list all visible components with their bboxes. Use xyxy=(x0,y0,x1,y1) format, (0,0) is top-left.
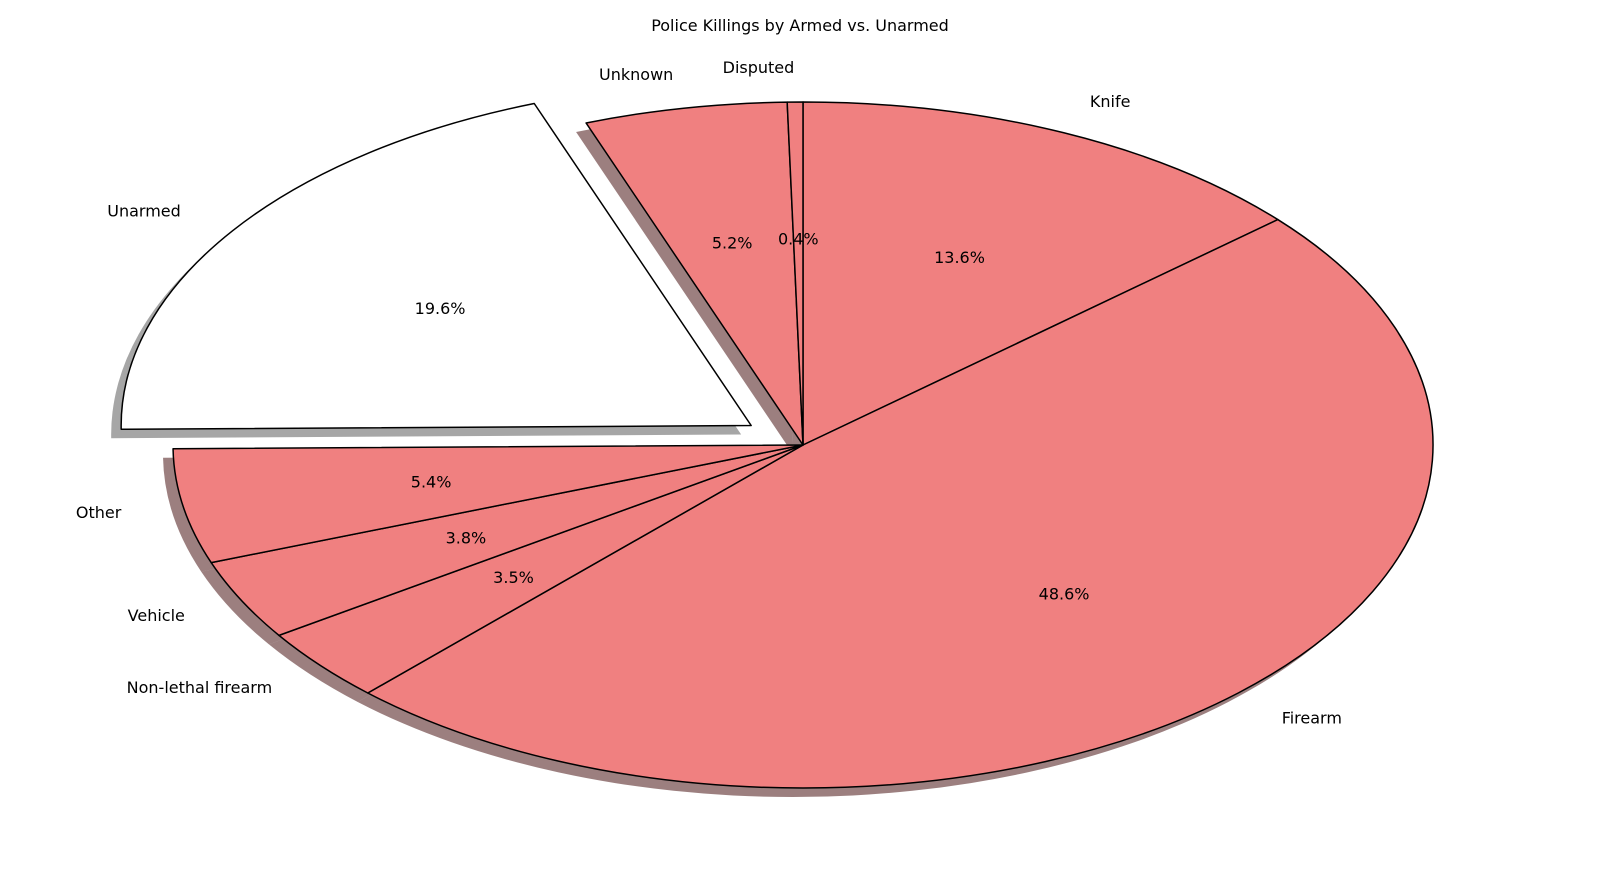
pie-wedges xyxy=(120,101,1434,789)
slice-label-unarmed: Unarmed xyxy=(107,202,181,221)
slice-percent-unknown: 5.2% xyxy=(712,233,753,252)
slice-label-firearm: Firearm xyxy=(1282,708,1342,727)
slice-percent-vehicle: 3.8% xyxy=(446,529,487,548)
slice-percent-disputed: 0.4% xyxy=(778,230,819,249)
slice-label-other: Other xyxy=(76,503,122,522)
slice-unarmed xyxy=(120,102,752,431)
slice-knife xyxy=(802,101,1279,446)
slice-percent-other: 5.4% xyxy=(411,472,452,491)
slice-label-non-lethal-firearm: Non-lethal firearm xyxy=(127,678,273,697)
slice-percent-knife: 13.6% xyxy=(934,248,985,267)
chart-title: Police Killings by Armed vs. Unarmed xyxy=(651,16,949,35)
slice-percent-unarmed: 19.6% xyxy=(415,299,466,318)
slice-percent-firearm: 48.6% xyxy=(1039,584,1090,603)
slice-percent-non-lethal-firearm: 3.5% xyxy=(493,568,534,587)
slice-firearm xyxy=(367,218,1434,789)
slice-label-disputed: Disputed xyxy=(723,58,795,77)
slice-other xyxy=(172,444,804,564)
slice-unknown xyxy=(585,101,804,446)
pie-labels: Knife 13.6% Firearm 48.6% Non-lethal firearm… xyxy=(76,58,1342,727)
slice-disputed xyxy=(786,101,804,446)
slice-label-unknown: Unknown xyxy=(599,65,673,84)
slice-label-knife: Knife xyxy=(1090,92,1131,111)
slice-label-vehicle: Vehicle xyxy=(128,606,185,625)
